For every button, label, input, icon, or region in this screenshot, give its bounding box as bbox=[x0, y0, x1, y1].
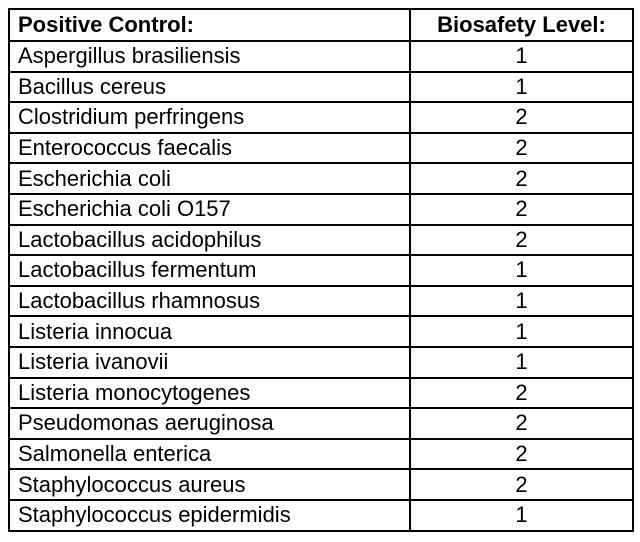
biosafety-level-cell: 2 bbox=[409, 376, 634, 410]
table-row: Bacillus cereus 1 bbox=[8, 70, 634, 104]
organism-cell: Escherichia coli O157 bbox=[8, 192, 411, 226]
organism-cell: Clostridium perfringens bbox=[8, 101, 411, 134]
table-header-row: Positive Control: Biosafety Level: bbox=[8, 8, 634, 42]
table-row: Escherichia coli 2 bbox=[8, 162, 634, 195]
biosafety-level-cell: 2 bbox=[409, 101, 634, 134]
table-row: Aspergillus brasiliensis 1 bbox=[8, 40, 634, 73]
organism-cell: Lactobacillus fermentum bbox=[8, 254, 411, 287]
biosafety-level-cell: 1 bbox=[409, 315, 634, 348]
organism-cell: Listeria monocytogenes bbox=[8, 376, 411, 410]
table-row: Listeria ivanovii 1 bbox=[8, 345, 634, 379]
organism-cell: Aspergillus brasiliensis bbox=[8, 40, 411, 73]
organism-cell: Staphylococcus aureus bbox=[8, 468, 411, 501]
column-header-positive-control: Positive Control: bbox=[8, 8, 411, 42]
organism-cell: Salmonella enterica bbox=[8, 437, 411, 471]
table-row: Enterococcus faecalis 2 bbox=[8, 131, 634, 165]
table-row: Lactobacillus acidophilus 2 bbox=[8, 223, 634, 257]
organism-cell: Listeria ivanovii bbox=[8, 345, 411, 379]
biosafety-level-cell: 1 bbox=[409, 284, 634, 318]
biosafety-level-cell: 2 bbox=[409, 131, 634, 165]
biosafety-level-cell: 1 bbox=[409, 254, 634, 287]
organism-cell: Bacillus cereus bbox=[8, 70, 411, 104]
biosafety-level-cell: 2 bbox=[409, 407, 634, 440]
table-row: Listeria monocytogenes 2 bbox=[8, 376, 634, 410]
table-row: Salmonella enterica 2 bbox=[8, 437, 634, 471]
table-row: Clostridium perfringens 2 bbox=[8, 101, 634, 134]
table-row: Pseudomonas aeruginosa 2 bbox=[8, 407, 634, 440]
biosafety-level-cell: 1 bbox=[409, 40, 634, 73]
biosafety-level-cell: 1 bbox=[409, 345, 634, 379]
organism-cell: Escherichia coli bbox=[8, 162, 411, 195]
table-row: Listeria innocua 1 bbox=[8, 315, 634, 348]
organism-cell: Enterococcus faecalis bbox=[8, 131, 411, 165]
table-row: Staphylococcus aureus 2 bbox=[8, 468, 634, 501]
biosafety-level-cell: 2 bbox=[409, 162, 634, 195]
biosafety-level-cell: 2 bbox=[409, 192, 634, 226]
positive-control-table: Positive Control: Biosafety Level: Asper… bbox=[8, 8, 634, 532]
table-body: Aspergillus brasiliensis 1 Bacillus cere… bbox=[8, 40, 634, 532]
biosafety-level-cell: 2 bbox=[409, 468, 634, 501]
table-row: Staphylococcus epidermidis 1 bbox=[8, 498, 634, 532]
biosafety-level-cell: 1 bbox=[409, 70, 634, 104]
table-row: Escherichia coli O157 2 bbox=[8, 192, 634, 226]
table-row: Lactobacillus fermentum 1 bbox=[8, 254, 634, 287]
organism-cell: Listeria innocua bbox=[8, 315, 411, 348]
biosafety-level-cell: 2 bbox=[409, 437, 634, 471]
organism-cell: Staphylococcus epidermidis bbox=[8, 498, 411, 532]
biosafety-level-cell: 2 bbox=[409, 223, 634, 257]
organism-cell: Lactobacillus rhamnosus bbox=[8, 284, 411, 318]
column-header-biosafety-level: Biosafety Level: bbox=[409, 8, 634, 42]
biosafety-level-cell: 1 bbox=[409, 498, 634, 532]
organism-cell: Lactobacillus acidophilus bbox=[8, 223, 411, 257]
organism-cell: Pseudomonas aeruginosa bbox=[8, 407, 411, 440]
table-row: Lactobacillus rhamnosus 1 bbox=[8, 284, 634, 318]
